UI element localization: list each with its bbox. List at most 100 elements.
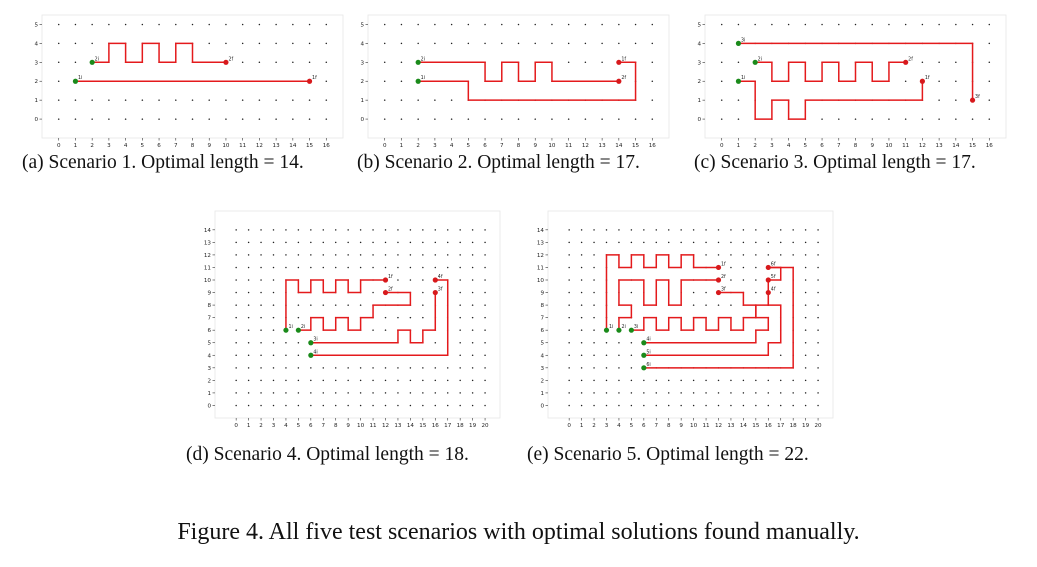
grid-dot xyxy=(804,404,807,407)
grid-dot xyxy=(383,80,386,82)
x-tick-label: 4 xyxy=(284,423,288,429)
grid-dot xyxy=(804,279,807,281)
grid-dot xyxy=(260,316,262,319)
grid-dot xyxy=(755,229,757,231)
x-tick-label: 0 xyxy=(57,143,61,149)
grid-dot xyxy=(742,241,745,244)
x-tick-label: 6 xyxy=(820,143,824,149)
grid-dot xyxy=(258,23,261,26)
grid-dot xyxy=(755,241,757,244)
grid-dot xyxy=(434,367,437,369)
grid-dot xyxy=(260,279,262,281)
y-tick-label: 1 xyxy=(360,98,364,104)
goal-marker xyxy=(432,277,438,283)
grid-dot xyxy=(241,99,244,101)
grid-dot xyxy=(517,23,520,26)
x-tick-label: 15 xyxy=(632,143,640,149)
grid-dot xyxy=(334,379,337,382)
goal-label: 4f xyxy=(771,287,776,293)
x-tick-label: 8 xyxy=(334,423,338,429)
grid-dot xyxy=(471,291,474,294)
grid-dot xyxy=(692,291,695,294)
grid-dot xyxy=(651,42,654,45)
grid-dot xyxy=(272,229,275,231)
grid-dot xyxy=(322,304,325,306)
y-tick-label: 4 xyxy=(34,41,38,47)
grid-dot xyxy=(459,354,461,357)
grid-dot xyxy=(422,291,424,294)
grid-dot xyxy=(821,23,823,26)
grid-dot xyxy=(334,229,337,231)
grid-dot xyxy=(680,379,682,382)
x-tick-label: 13 xyxy=(599,143,607,149)
grid-dot xyxy=(459,304,461,306)
grid-dot xyxy=(191,99,194,101)
goal-marker xyxy=(715,289,722,296)
grid-dot xyxy=(275,99,277,101)
grid-dot xyxy=(730,241,732,244)
grid-dot xyxy=(938,99,940,101)
grid-dot xyxy=(634,23,637,26)
grid-dot xyxy=(618,241,620,244)
path-4 xyxy=(310,279,449,357)
grid-dot xyxy=(325,99,328,101)
grid-dot xyxy=(372,291,374,294)
goal-marker xyxy=(919,78,925,84)
grid-dot xyxy=(372,266,374,269)
grid-dot xyxy=(568,354,570,357)
grid-dot xyxy=(422,304,424,306)
goal-label: 2f xyxy=(721,274,726,280)
x-tick-label: 10 xyxy=(222,143,230,149)
y-tick-label: 3 xyxy=(697,60,701,66)
grid-dot xyxy=(938,80,940,82)
x-tick-label: 11 xyxy=(565,143,573,149)
grid-dot xyxy=(258,42,261,45)
grid-dot xyxy=(459,404,461,407)
grid-dot xyxy=(988,99,991,101)
path-2 xyxy=(92,42,226,64)
grid-dot xyxy=(601,61,603,64)
y-tick-label: 0 xyxy=(697,117,701,123)
goal-label: 2f xyxy=(908,56,913,62)
grid-dot xyxy=(446,254,449,256)
grid-dot xyxy=(720,99,723,101)
x-tick-label: 2 xyxy=(416,143,420,149)
grid-dot xyxy=(434,23,436,26)
grid-dot xyxy=(260,354,262,357)
grid-dot xyxy=(459,341,461,344)
grid-dot xyxy=(484,254,486,256)
goal-marker xyxy=(432,289,438,296)
grid-dot xyxy=(817,329,819,331)
grid-dot xyxy=(730,279,732,281)
grid-dot xyxy=(630,229,633,231)
grid-dot xyxy=(767,254,770,256)
grid-dot xyxy=(730,379,732,382)
path-1 xyxy=(285,279,386,331)
grid-dot xyxy=(247,367,250,369)
y-tick-label: 5 xyxy=(540,341,544,347)
grid-dot xyxy=(938,23,940,26)
grid-dot xyxy=(235,279,237,281)
grid-dot xyxy=(235,304,237,306)
grid-dot xyxy=(618,229,620,231)
grid-dot xyxy=(580,229,583,231)
grid-dot xyxy=(568,367,570,369)
grid-dot xyxy=(260,266,262,269)
y-tick-label: 2 xyxy=(207,378,211,384)
x-tick-label: 3 xyxy=(605,423,609,429)
x-tick-label: 14 xyxy=(615,143,623,149)
grid-dot xyxy=(767,392,770,394)
grid-dot xyxy=(821,118,823,120)
grid-dot xyxy=(804,241,807,244)
goal-marker xyxy=(765,264,771,271)
grid-dot xyxy=(618,404,620,407)
grid-dot xyxy=(792,254,794,256)
grid-dot xyxy=(854,23,857,26)
x-tick-label: 9 xyxy=(346,423,350,429)
grid-dot xyxy=(921,61,924,64)
start-label: 3i xyxy=(741,37,745,43)
grid-dot xyxy=(484,304,486,306)
grid-dot xyxy=(359,392,362,394)
grid-dot xyxy=(417,23,419,26)
grid-dot xyxy=(888,23,890,26)
